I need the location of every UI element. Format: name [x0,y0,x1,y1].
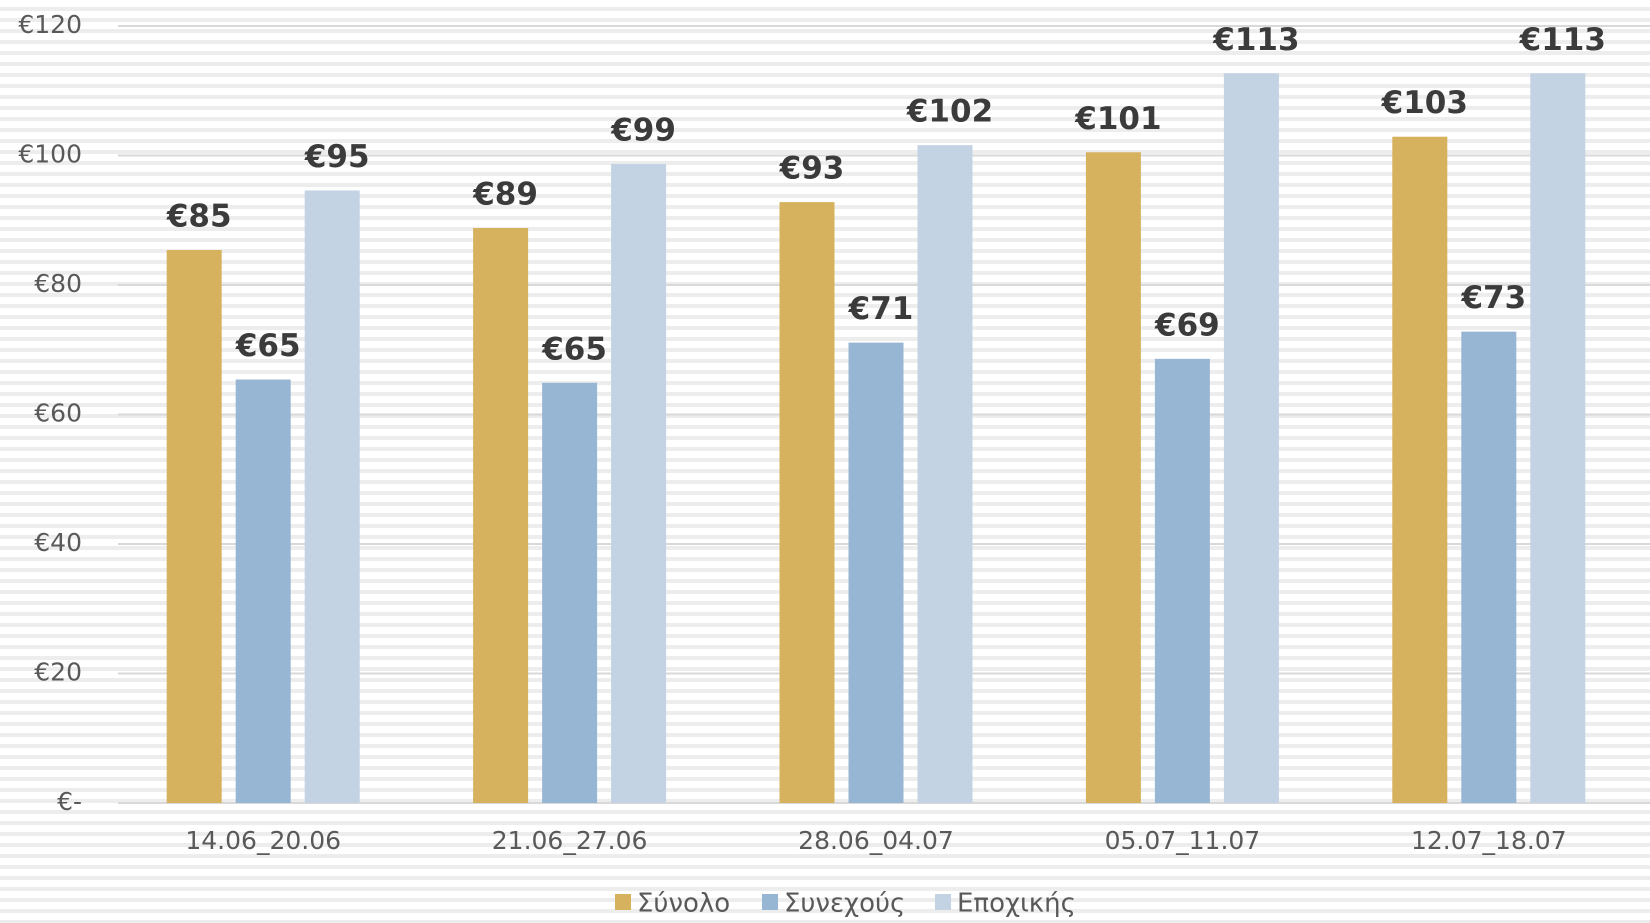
data-label: €95 [304,139,370,175]
bar [304,190,360,804]
legend-swatch [762,894,778,910]
data-label: €101 [1074,101,1161,137]
legend-label: Εποχικής [957,889,1076,919]
data-label: €113 [1519,22,1606,58]
data-label: €89 [472,177,538,213]
y-tick-label: €60 [34,399,82,428]
x-tick-label: 28.06_04.07 [798,826,954,855]
bar [1392,136,1448,803]
legend-label: Σύνολο [637,889,730,919]
legend-swatch [615,894,631,910]
bar [1085,152,1141,803]
data-label: €69 [1154,307,1220,343]
data-label: €102 [906,94,993,130]
bar [1461,331,1517,803]
bar [848,342,904,803]
y-tick-label: €20 [34,658,82,687]
bar [1154,358,1210,803]
x-tick-label: 12.07_18.07 [1411,826,1567,855]
bar [473,228,529,803]
legend-label: Συνεχούς [784,889,905,919]
y-tick-label: €40 [34,528,82,557]
data-label: €85 [166,199,232,235]
bar [1530,73,1586,803]
bar [235,379,291,803]
y-tick-label: €- [57,787,82,816]
data-label: €65 [541,331,607,367]
data-label: €71 [848,291,914,327]
bar [611,163,667,804]
y-tick-label: €120 [18,10,82,39]
data-label: €99 [610,112,676,148]
bar [779,202,835,803]
bar [917,145,973,803]
y-tick-label: €80 [34,269,82,298]
bar [542,382,598,803]
x-tick-label: 05.07_11.07 [1105,826,1261,855]
legend-swatch [935,894,951,910]
y-tick-label: €100 [18,140,82,169]
bar [166,250,222,803]
bar [1223,73,1279,803]
x-tick-label: 21.06_27.06 [492,826,648,855]
data-label: €73 [1460,280,1526,316]
data-label: €103 [1381,85,1468,121]
data-label: €65 [235,328,301,364]
x-tick-label: 14.06_20.06 [185,826,341,855]
data-label: €113 [1212,22,1299,58]
data-label: €93 [779,151,845,187]
